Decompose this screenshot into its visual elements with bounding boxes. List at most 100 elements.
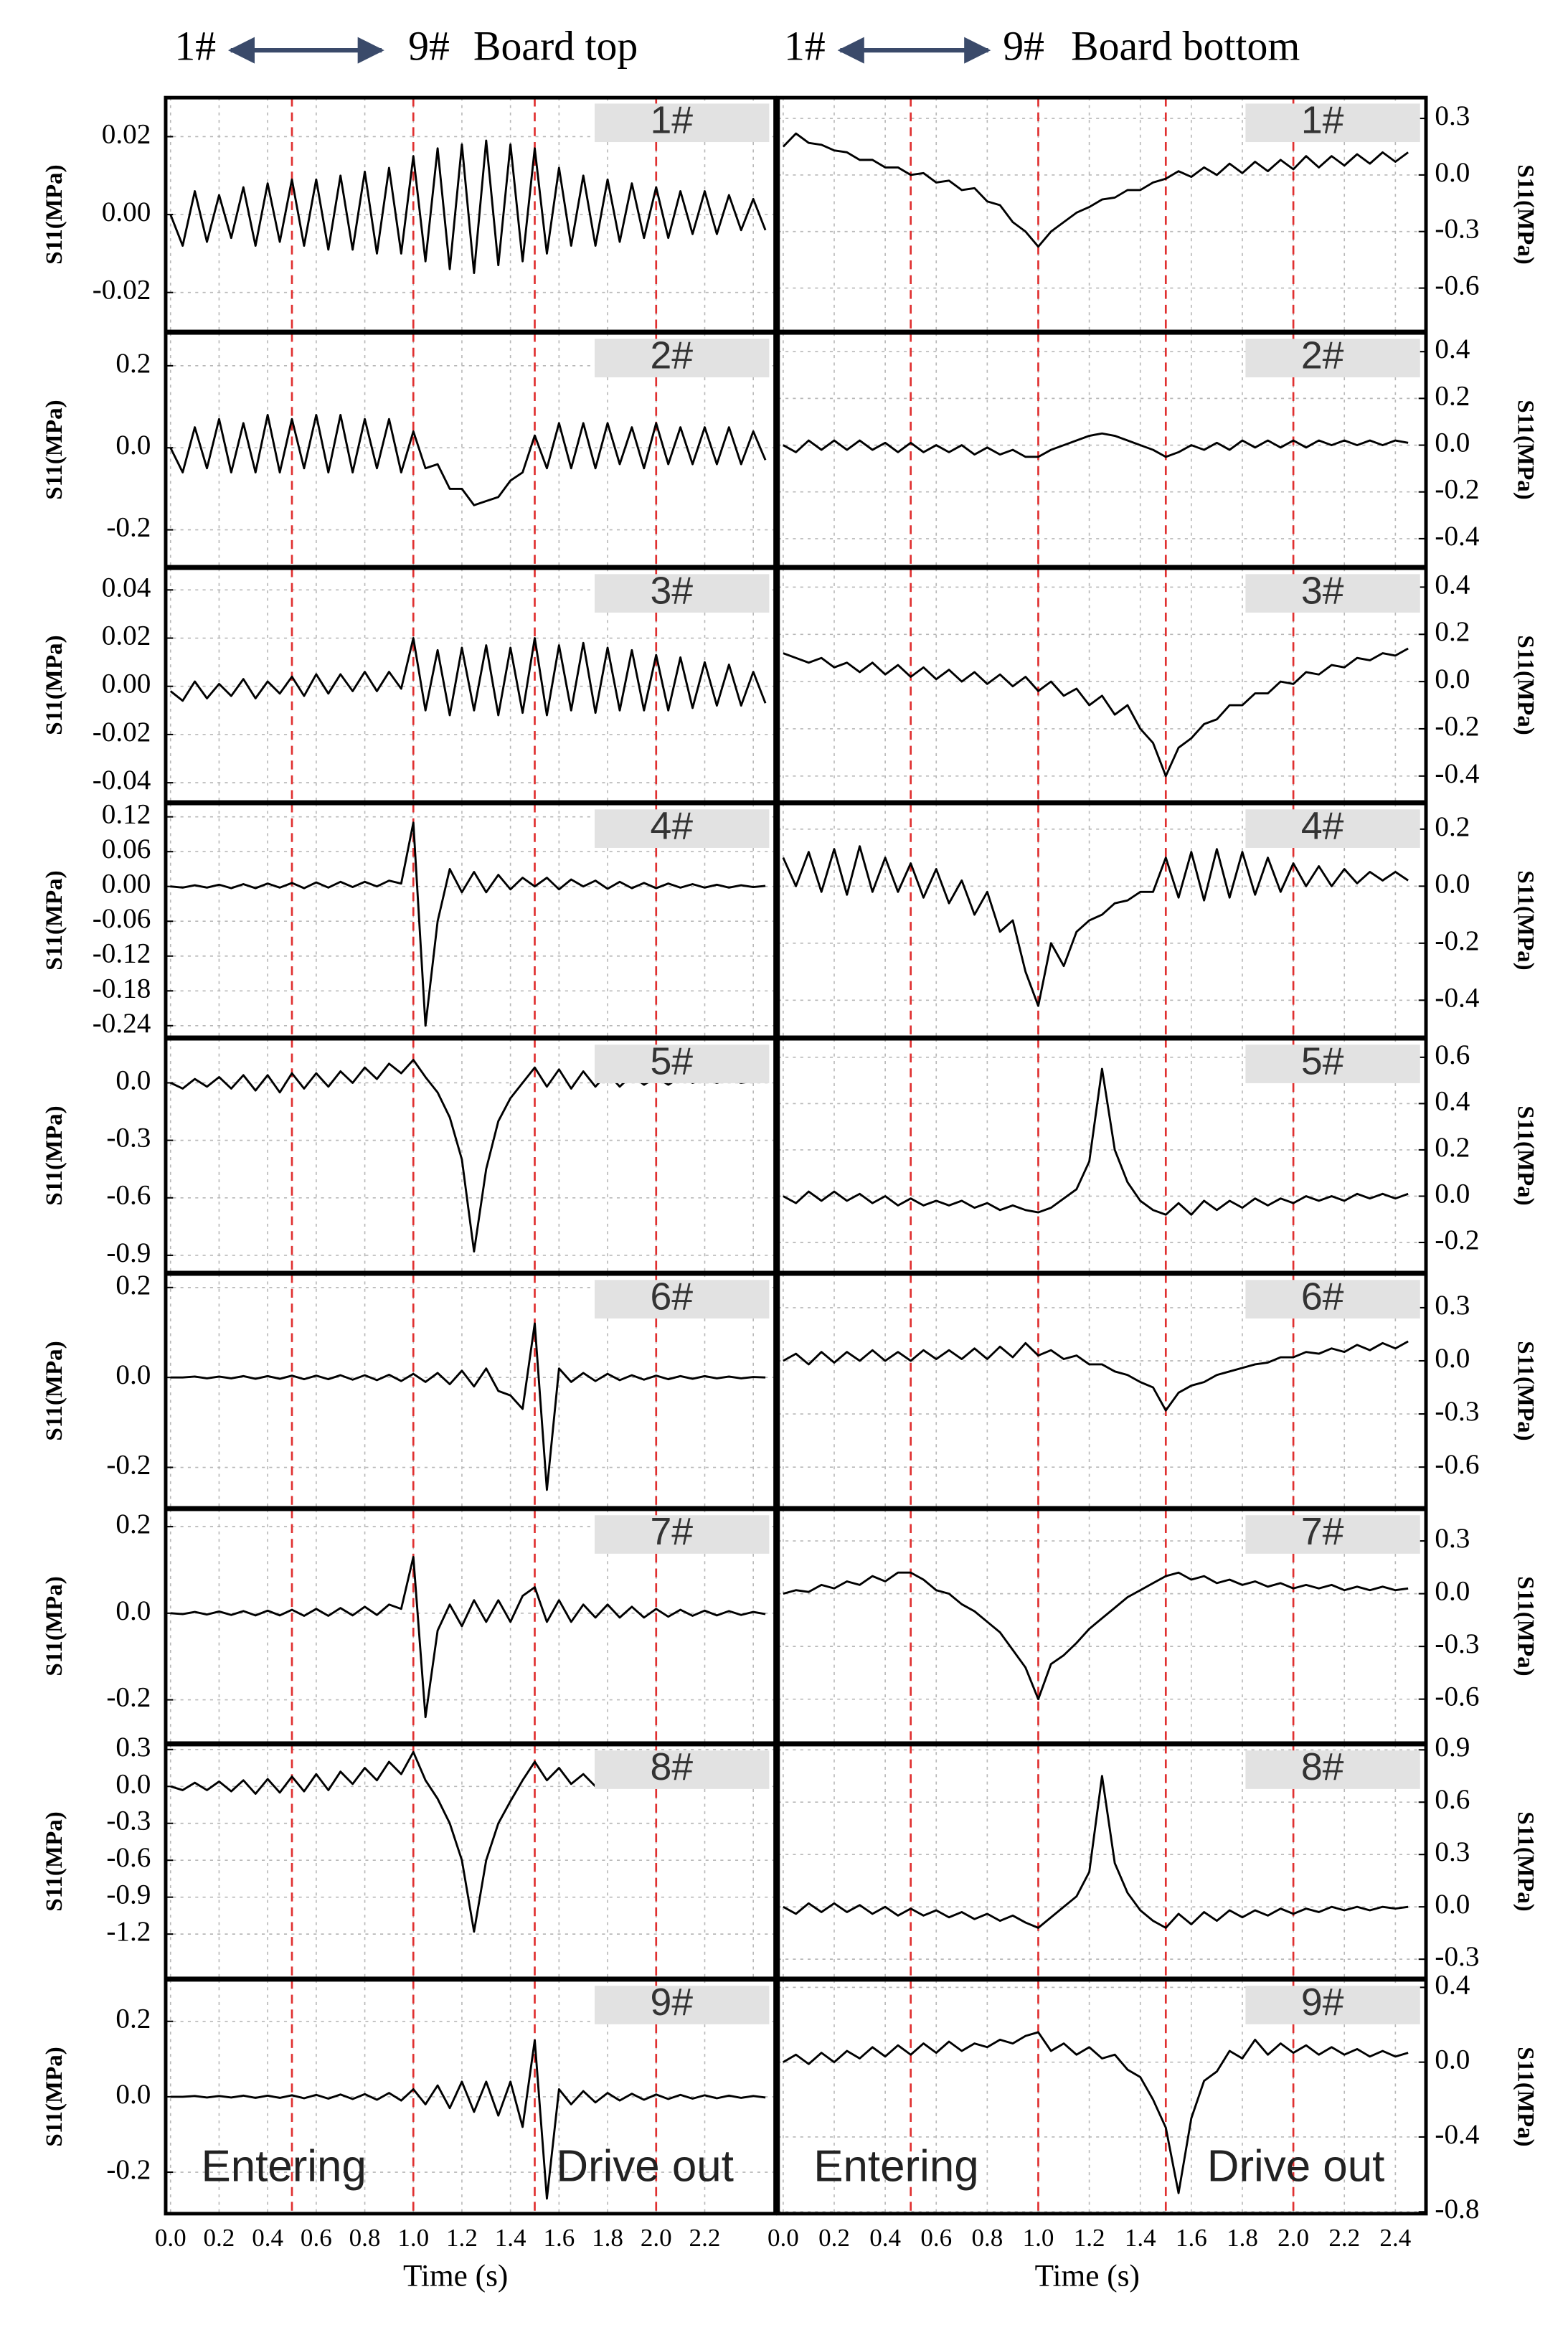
x-tick-label: 1.6 [543, 2224, 575, 2252]
y-tick-label: -0.2 [1435, 474, 1479, 505]
y-axis-label: S11(MPa) [1513, 635, 1539, 735]
panel: 0.3 0.0 -0.3 -0.6 7# S11(MPa) [776, 1507, 1539, 1745]
panel-title: 3# [1301, 569, 1344, 612]
header-to: 9# [1003, 24, 1044, 69]
title-box [595, 1986, 770, 2024]
y-tick-label: -0.3 [1435, 214, 1479, 245]
x-tick-label: 1.4 [1125, 2224, 1156, 2252]
y-tick-label: 0.2 [1435, 616, 1470, 647]
signal-line [783, 1340, 1409, 1412]
title-box [595, 1044, 770, 1083]
panel-title: 7# [1301, 1510, 1344, 1553]
y-axis-label: S11(MPa) [42, 2047, 67, 2146]
header-to: 9# [408, 24, 450, 69]
panel-title: 9# [650, 1981, 693, 2024]
x-tick-label: 1.2 [446, 2224, 478, 2252]
y-tick-label: -0.9 [106, 1879, 151, 1910]
y-tick-label: -0.2 [1435, 711, 1479, 742]
signal-line [170, 1058, 766, 1253]
y-tick-label: -0.18 [93, 973, 151, 1004]
y-axis-label: S11(MPa) [42, 1341, 67, 1440]
y-tick-label: 0.0 [1435, 428, 1470, 458]
annotation: Drive out [1207, 2141, 1385, 2191]
x-tick-label: 2.4 [1379, 2224, 1411, 2252]
y-tick-label: 0.3 [1435, 1523, 1470, 1554]
title-box [595, 574, 770, 613]
signal-line [782, 845, 1409, 1007]
y-axis-label: S11(MPa) [1513, 1576, 1539, 1676]
y-tick-label: -0.2 [106, 2154, 151, 2185]
y-tick-label: 0.0 [115, 2079, 151, 2110]
y-tick-label: 0.0 [115, 430, 151, 461]
y-tick-label: -0.4 [1435, 2119, 1479, 2150]
y-tick-label: 0.4 [1435, 1085, 1470, 1116]
y-axis-label: S11(MPa) [42, 1576, 67, 1676]
panel-title: 3# [650, 569, 693, 612]
y-axis-label: S11(MPa) [42, 1105, 67, 1205]
header-label: Board bottom [1071, 24, 1300, 69]
y-tick-label: 0.2 [1435, 811, 1470, 842]
y-tick-label: 0.4 [1435, 334, 1470, 364]
x-tick-label: 0.0 [155, 2224, 186, 2252]
title-box [1245, 103, 1420, 143]
x-tick-label: 0.8 [349, 2224, 381, 2252]
signal-line [783, 1571, 1409, 1701]
panel: 0.9 0.6 0.3 0.0 -0.3 8# S11(MPa) [776, 1732, 1539, 1981]
y-axis-label: S11(MPa) [1513, 1341, 1539, 1440]
panel: 0.0 0.2 0.4 0.6 0.8 1.0 1.2 1.4 1.6 1.8 2.0 2.2 2.4 0… [768, 1969, 1539, 2293]
y-tick-label: 0.6 [1435, 1039, 1470, 1070]
panel: 0.04 0.02 0.00 -0.02 -0.04 3# S11(MPa) [42, 566, 778, 804]
y-tick-label: 0.0 [1435, 664, 1470, 694]
y-tick-label: -0.6 [106, 1180, 151, 1211]
y-tick-label: 0.0 [115, 1359, 151, 1390]
header-right: 1# 9# Board bottom [784, 24, 1300, 69]
y-tick-label: -0.3 [1435, 1628, 1479, 1659]
panel: 0.3 0.0 -0.3 -0.6 6# S11(MPa) [776, 1272, 1539, 1510]
signal-line [783, 1067, 1409, 1216]
panel-title: 5# [1301, 1039, 1344, 1082]
y-axis-label: S11(MPa) [42, 164, 67, 264]
y-tick-label: -0.2 [1435, 925, 1479, 956]
y-tick-label: 0.2 [115, 1270, 151, 1301]
panel-title: 8# [650, 1745, 693, 1788]
y-tick-label: 0.3 [115, 1732, 151, 1763]
x-tick-label: 0.2 [204, 2224, 235, 2252]
title-box [1245, 809, 1420, 848]
x-tick-label: 1.0 [1023, 2224, 1054, 2252]
panel: 0.6 0.4 0.2 0.0 -0.2 5# S11(MPa) [776, 1037, 1539, 1275]
panel: 0.0 0.2 0.4 0.6 0.8 1.0 1.2 1.4 1.6 1.8 2.0 2.2 0.2 0… [42, 1978, 778, 2293]
panel-title: 4# [1301, 804, 1344, 847]
signal-line [169, 414, 767, 506]
panel: 0.2 0.0 -0.2 2# S11(MPa) [42, 331, 778, 569]
panel-title: 2# [1301, 334, 1344, 377]
x-tick-label: 0.6 [301, 2224, 332, 2252]
x-tick-label: 2.2 [1328, 2224, 1360, 2252]
panel-title: 8# [1301, 1745, 1344, 1788]
signal-line [783, 1775, 1409, 1929]
y-axis-label: S11(MPa) [42, 400, 67, 499]
panel: 0.4 0.2 0.0 -0.2 -0.4 2# S11(MPa) [776, 331, 1539, 569]
y-tick-label: -0.6 [1435, 270, 1479, 301]
y-axis-label: S11(MPa) [1513, 1105, 1539, 1205]
y-tick-label: -0.6 [106, 1842, 151, 1873]
panel-title: 6# [1301, 1275, 1344, 1318]
x-tick-label: 2.0 [641, 2224, 672, 2252]
title-box [595, 339, 770, 377]
panel: 0.3 0.0 -0.3 -0.6 1# S11(MPa) [776, 95, 1539, 334]
panel: 0.2 0.0 -0.2 7# S11(MPa) [42, 1507, 778, 1745]
y-tick-label: 0.02 [102, 621, 151, 651]
y-tick-label: -0.9 [106, 1237, 151, 1268]
y-tick-label: 0.3 [1435, 1290, 1470, 1321]
y-tick-label: 0.00 [102, 869, 151, 900]
title-box [1245, 1750, 1420, 1789]
y-tick-label: 0.0 [115, 1065, 151, 1095]
y-tick-label: 0.06 [102, 834, 151, 864]
y-tick-label: 0.0 [115, 1595, 151, 1626]
y-tick-label: 0.02 [102, 118, 151, 149]
y-tick-label: -0.12 [93, 938, 151, 969]
y-tick-label: 0.3 [1435, 100, 1470, 131]
x-tick-label: 1.8 [1227, 2224, 1258, 2252]
panel: 0.2 0.0 -0.2 6# S11(MPa) [42, 1270, 778, 1510]
panel-title: 5# [650, 1039, 693, 1082]
y-tick-label: -0.3 [1435, 1941, 1479, 1972]
